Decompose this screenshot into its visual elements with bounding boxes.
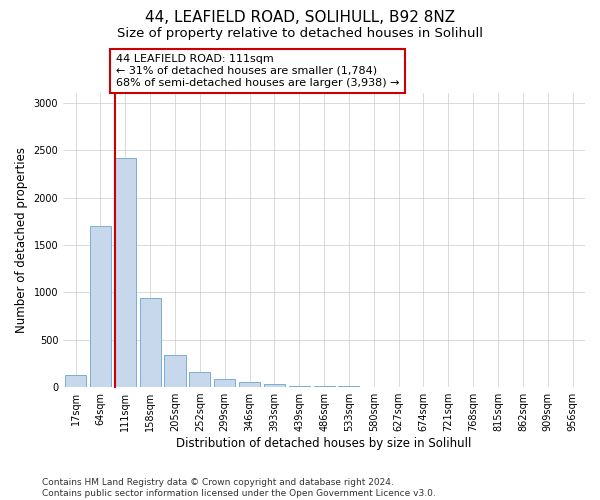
Bar [90, 226, 111, 387]
Text: Contains HM Land Registry data © Crown copyright and database right 2024.
Contai: Contains HM Land Registry data © Crown c… [42, 478, 436, 498]
Text: Size of property relative to detached houses in Solihull: Size of property relative to detached ho… [117, 28, 483, 40]
Bar [164, 355, 185, 387]
Bar [140, 298, 161, 387]
Bar [189, 372, 211, 387]
Bar [338, 386, 359, 387]
Bar [314, 386, 335, 387]
Bar [239, 382, 260, 387]
Bar [289, 386, 310, 387]
Bar [264, 384, 285, 387]
X-axis label: Distribution of detached houses by size in Solihull: Distribution of detached houses by size … [176, 437, 472, 450]
Bar [115, 158, 136, 387]
Bar [65, 375, 86, 387]
Text: 44, LEAFIELD ROAD, SOLIHULL, B92 8NZ: 44, LEAFIELD ROAD, SOLIHULL, B92 8NZ [145, 10, 455, 25]
Bar [214, 378, 235, 387]
Y-axis label: Number of detached properties: Number of detached properties [15, 147, 28, 333]
Text: 44 LEAFIELD ROAD: 111sqm
← 31% of detached houses are smaller (1,784)
68% of sem: 44 LEAFIELD ROAD: 111sqm ← 31% of detach… [116, 54, 400, 88]
